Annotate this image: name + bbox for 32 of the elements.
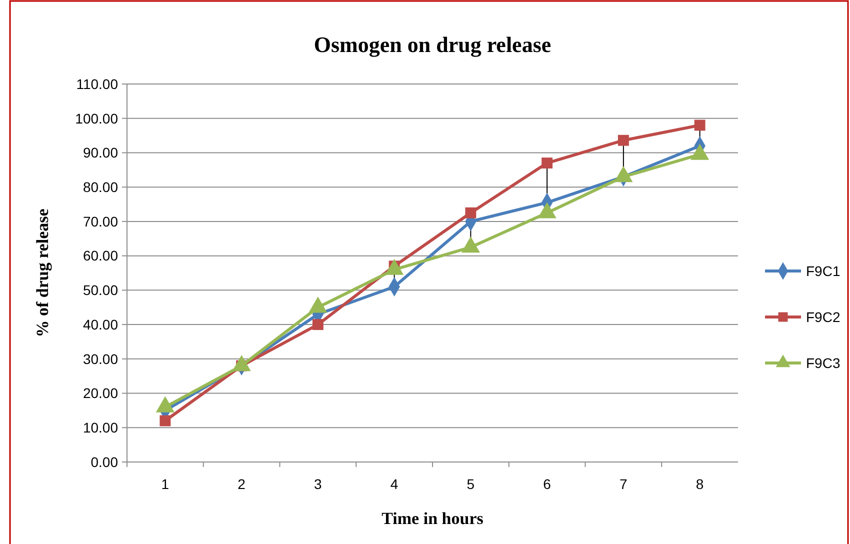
y-tick-label: 10.00 (82, 420, 118, 436)
x-axis-title: Time in hours (382, 509, 484, 528)
y-axis-title: % of drug release (33, 208, 52, 338)
x-tick-label: 7 (620, 476, 628, 492)
y-tick-label: 40.00 (82, 316, 118, 332)
x-tick-label: 1 (161, 476, 170, 492)
chart-title: Osmogen on drug release (314, 32, 552, 57)
legend-label: F9C3 (806, 354, 840, 371)
y-tick-label: 100.00 (75, 110, 118, 126)
point (160, 415, 171, 426)
y-tick-label: 70.00 (82, 213, 118, 230)
x-tick-label: 2 (238, 476, 246, 492)
y-tick-label: 30.00 (82, 350, 118, 367)
point (312, 319, 324, 330)
point (465, 207, 476, 218)
legend-label: F9C2 (806, 308, 840, 325)
y-tick-label: 60.00 (82, 248, 118, 264)
y-tick-label: 0.00 (90, 454, 118, 470)
x-tick-label: 3 (314, 476, 322, 492)
y-tick-label: 80.00 (82, 178, 118, 195)
point (618, 134, 629, 146)
y-tick-label: 90.00 (82, 144, 118, 161)
y-tick-label: 110.00 (76, 76, 118, 92)
x-tick-label: 8 (696, 476, 704, 492)
legend-label: F9C1 (806, 262, 840, 279)
x-tick-label: 4 (390, 476, 398, 492)
y-tick-label: 20.00 (82, 385, 118, 402)
point (694, 120, 706, 131)
y-tick-label: 50.00 (82, 282, 118, 298)
x-tick-label: 6 (543, 476, 552, 492)
x-tick-label: 5 (466, 476, 475, 492)
point (542, 158, 553, 169)
